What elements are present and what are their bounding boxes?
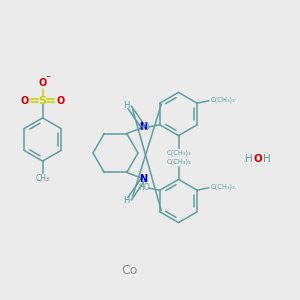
Text: HO: HO — [138, 123, 150, 132]
Text: H: H — [263, 154, 271, 164]
Text: O: O — [38, 78, 47, 88]
Text: N: N — [139, 174, 147, 184]
Text: Co: Co — [121, 263, 137, 277]
Text: H: H — [123, 196, 129, 205]
Text: C(CH₃)₃: C(CH₃)₃ — [166, 158, 191, 165]
Text: C(CH₃)₃: C(CH₃)₃ — [166, 150, 191, 157]
Text: H: H — [245, 154, 253, 164]
Text: C(CH₃)₃: C(CH₃)₃ — [210, 97, 235, 104]
Text: ⁻: ⁻ — [45, 74, 51, 85]
Text: O: O — [56, 95, 65, 106]
Text: H: H — [123, 101, 129, 110]
Text: CH₃: CH₃ — [35, 174, 50, 183]
Text: HO: HO — [138, 183, 150, 192]
Text: O: O — [254, 154, 262, 164]
Text: N: N — [139, 122, 147, 132]
Text: O: O — [20, 95, 29, 106]
Text: C(CH₃)₃: C(CH₃)₃ — [210, 184, 235, 190]
Text: S: S — [39, 95, 46, 106]
